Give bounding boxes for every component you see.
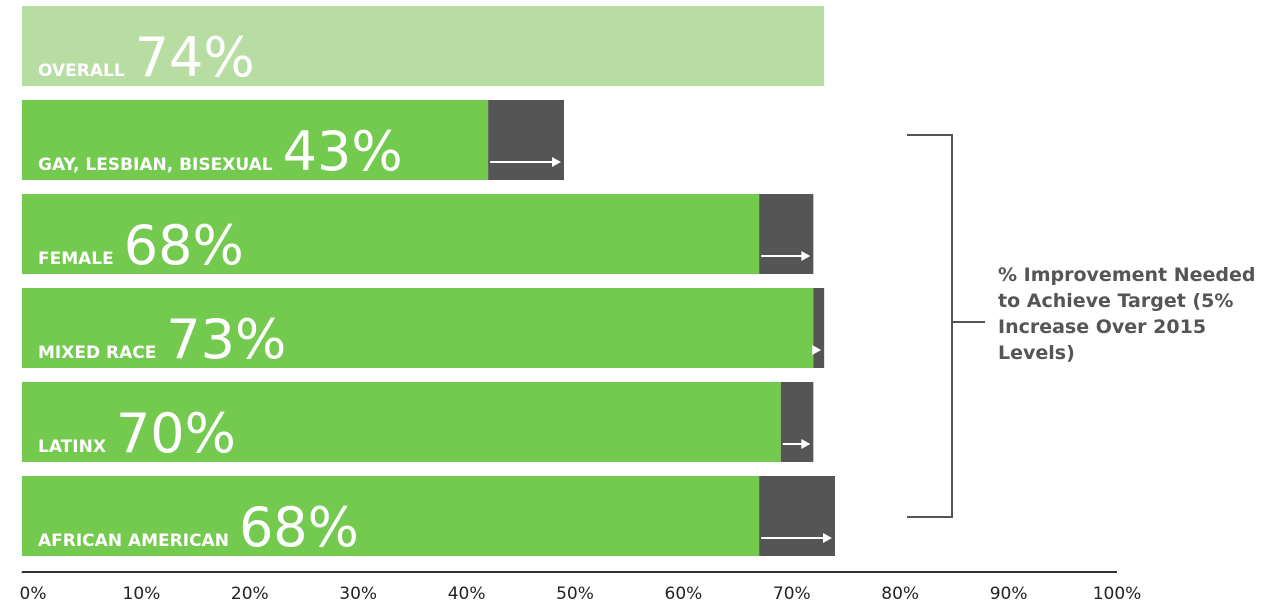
- category-label: OVERALL: [38, 61, 125, 81]
- bar-label: FEMALE 68%: [38, 214, 244, 277]
- bar-label: MIXED RACE 73%: [38, 308, 286, 371]
- bracket: [907, 134, 985, 518]
- gap-bar: [488, 100, 564, 180]
- arrow-head: [552, 157, 561, 167]
- value-label: 43%: [283, 120, 403, 183]
- category-label: MIXED RACE: [38, 343, 156, 363]
- x-tick-label: 70%: [773, 584, 811, 604]
- x-tick-label: 0%: [20, 584, 47, 604]
- x-tick-label: 10%: [123, 584, 161, 604]
- arrow-head: [801, 251, 811, 261]
- value-label: 74%: [135, 26, 255, 89]
- category-label: LATINX: [38, 437, 106, 457]
- x-tick-label: 100%: [1093, 584, 1142, 604]
- x-tick-label: 40%: [448, 584, 486, 604]
- gap-bar: [780, 382, 814, 462]
- gap-bar: [759, 194, 814, 274]
- bar-label: GAY, LESBIAN, BISEXUAL 43%: [38, 120, 403, 183]
- value-label: 68%: [124, 214, 244, 277]
- gap-bar: [813, 288, 825, 368]
- annotation: % Improvement Needed to Achieve Target (…: [998, 264, 1256, 364]
- x-tick-label: 50%: [556, 584, 594, 604]
- arrow-head: [823, 533, 832, 543]
- x-tick-label: 90%: [990, 584, 1028, 604]
- category-label: GAY, LESBIAN, BISEXUAL: [38, 155, 273, 175]
- category-label: AFRICAN AMERICAN: [38, 531, 229, 551]
- gap-bar: [759, 476, 835, 556]
- bar: [22, 288, 814, 368]
- bar-label: AFRICAN AMERICAN 68%: [38, 496, 359, 559]
- bar: [22, 6, 825, 86]
- value-label: 73%: [166, 308, 286, 371]
- bar: [22, 476, 760, 556]
- bar: [22, 194, 760, 274]
- x-tick-label: 30%: [339, 584, 377, 604]
- x-tick-label: 80%: [881, 584, 919, 604]
- value-label: 68%: [239, 496, 359, 559]
- bar-label: OVERALL 74%: [38, 26, 255, 89]
- bar-label: LATINX 70%: [38, 402, 236, 465]
- arrow-head: [812, 345, 822, 355]
- x-tick-label: 20%: [231, 584, 269, 604]
- x-tick-label: 60%: [665, 584, 703, 604]
- bar: [22, 100, 489, 180]
- value-label: 70%: [116, 402, 236, 465]
- bar: [22, 382, 781, 462]
- arrow-head: [801, 439, 811, 449]
- category-label: FEMALE: [38, 249, 114, 269]
